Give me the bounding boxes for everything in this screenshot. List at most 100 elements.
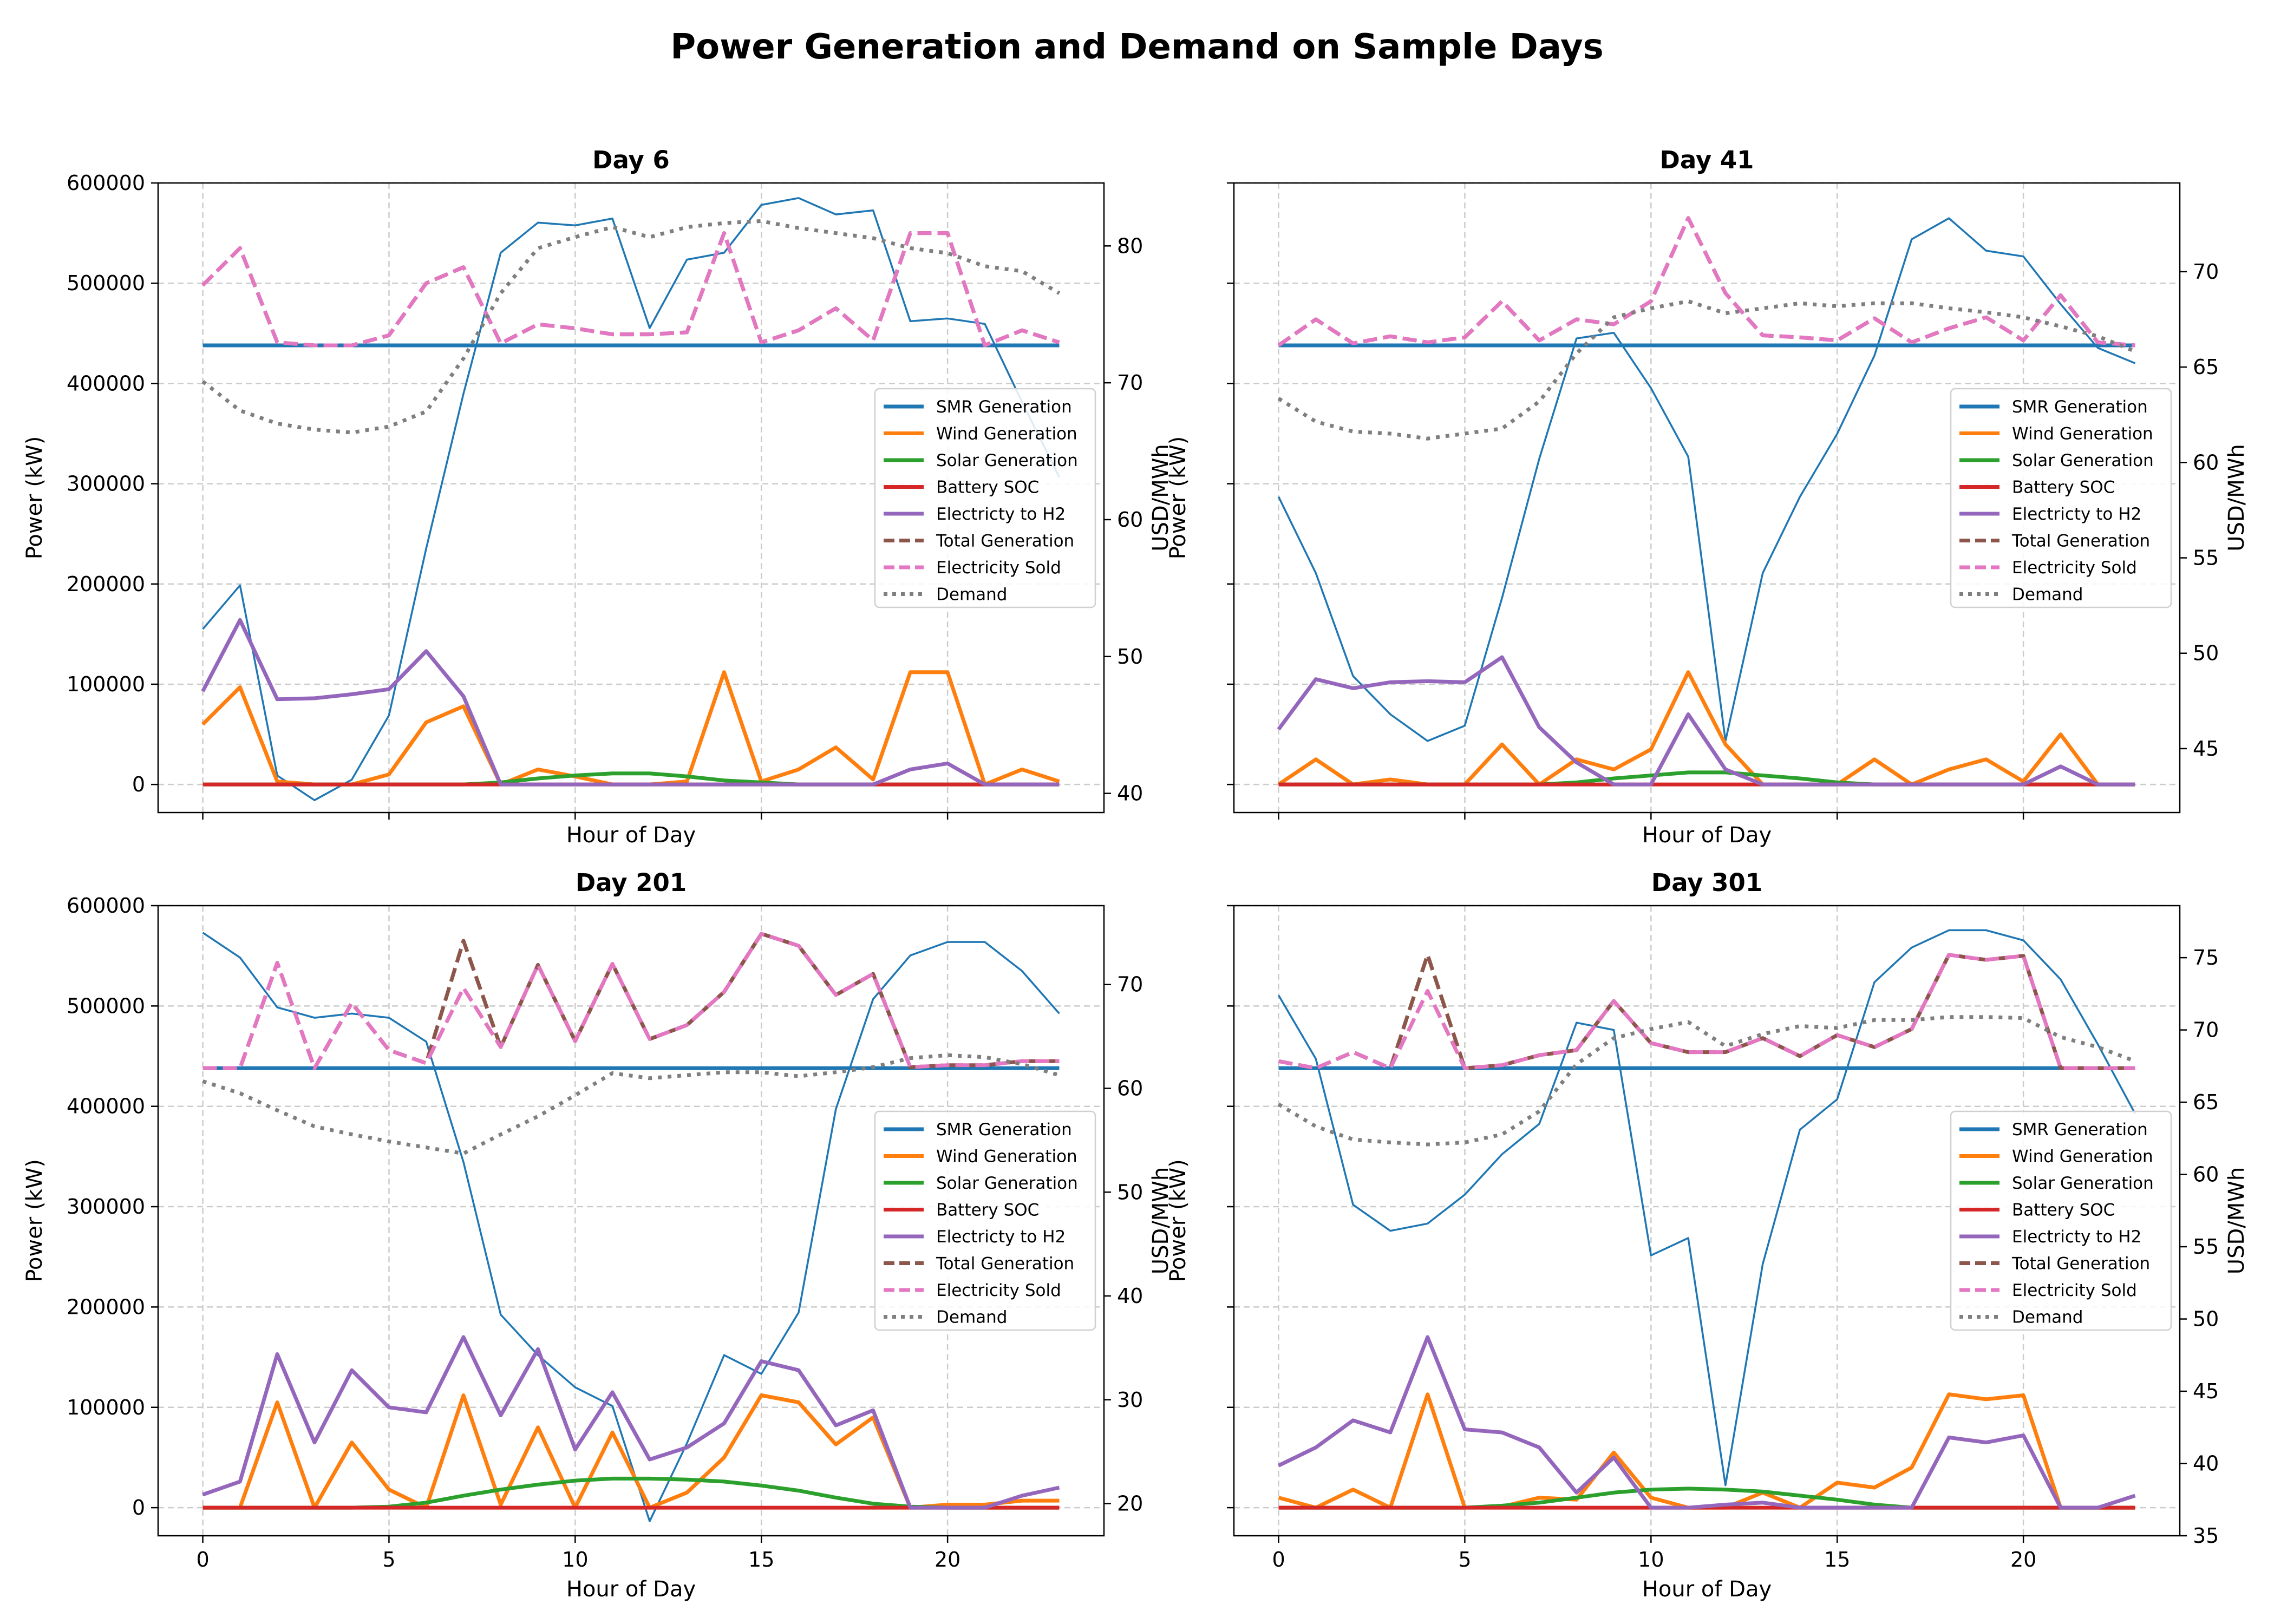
legend-label-total: Total Generation xyxy=(2011,1254,2150,1274)
legend-label-solar: Solar Generation xyxy=(2012,1174,2154,1193)
h2-line xyxy=(1277,1335,2136,1510)
y2-tick-label: 30 xyxy=(1117,1388,1143,1412)
legend-label-smr: SMR Generation xyxy=(936,397,1072,417)
y2-tick-label: 40 xyxy=(1117,782,1143,806)
y2-tick-label: 20 xyxy=(1117,1492,1143,1516)
x-axis xyxy=(1278,813,2024,820)
legend-box xyxy=(1950,388,2172,608)
legend-label-total: Total Generation xyxy=(2011,532,2150,551)
x-tick-label: 15 xyxy=(748,1548,774,1571)
y-tick-label: 100000 xyxy=(67,1396,145,1419)
x-tick-label: 5 xyxy=(382,1548,395,1571)
price-line xyxy=(1277,217,2136,742)
y-axis xyxy=(1227,182,1234,785)
x-axis-label: Hour of Day xyxy=(1642,823,1772,848)
chart-panel-4: 0 5 10 15 20 35 40 45 50 55 60 65 70 75 Day 301 Hour of… xyxy=(1166,868,2249,1602)
y-axis-label: Power (kW) xyxy=(1166,436,1191,560)
legend-label-solar: Solar Generation xyxy=(2012,451,2154,470)
legend-label-h2: Electricty to H2 xyxy=(2012,505,2141,524)
x-axis: 0 5 10 15 20 xyxy=(196,1536,960,1571)
y2-tick-label: 50 xyxy=(1117,645,1143,669)
y2-tick-label: 70 xyxy=(1117,371,1143,395)
y-axis: 0 100000 200000 300000 400000 500000 600000 xyxy=(67,894,158,1520)
x-axis: 0 5 10 15 20 xyxy=(1272,1536,2036,1571)
legend-label-battery: Battery SOC xyxy=(936,1201,1039,1220)
y-axis-label: Power (kW) xyxy=(1166,1159,1191,1282)
y2-tick-label: 65 xyxy=(2193,355,2219,379)
legend-label-smr: SMR Generation xyxy=(2012,397,2148,417)
plot-frame xyxy=(157,182,1105,814)
y-tick-label: 0 xyxy=(132,1496,145,1520)
sold-line xyxy=(201,231,1060,348)
x-tick-label: 20 xyxy=(935,1548,960,1571)
sold-line xyxy=(202,932,1060,1070)
figure-title: Power Generation and Demand on Sample Da… xyxy=(670,27,1604,67)
legend: SMR Generation Wind Generation Solar Gener… xyxy=(874,1110,1096,1331)
series-lines xyxy=(1277,216,2136,787)
legend-label-wind: Wind Generation xyxy=(2012,424,2153,444)
legend-label-solar: Solar Generation xyxy=(936,451,1078,470)
series-lines xyxy=(201,197,1061,801)
x-tick-label: 15 xyxy=(1824,1548,1850,1571)
panel-title: Day 201 xyxy=(576,868,687,897)
chart-panel-1: 0 100000 200000 300000 400000 500000 600000 40 5… xyxy=(22,146,1173,848)
legend-label-sold: Electricity Sold xyxy=(936,1281,1061,1300)
y2-tick-label: 60 xyxy=(1117,508,1143,532)
panel-title: Day 41 xyxy=(1660,146,1754,174)
y2-tick-label: 50 xyxy=(1117,1180,1143,1204)
y-tick-label: 100000 xyxy=(67,672,145,696)
y-axis xyxy=(1227,905,1234,1509)
legend-label-total: Total Generation xyxy=(936,1254,1074,1274)
legend-label-wind: Wind Generation xyxy=(936,424,1077,444)
legend-label-battery: Battery SOC xyxy=(2012,478,2115,497)
legend-label-sold: Electricity Sold xyxy=(2012,1281,2137,1300)
y-tick-label: 500000 xyxy=(67,271,145,295)
legend-label-smr: SMR Generation xyxy=(936,1120,1072,1140)
legend-label-demand: Demand xyxy=(936,1308,1007,1327)
y2-tick-label: 50 xyxy=(2193,1307,2219,1331)
x-tick-label: 0 xyxy=(196,1548,209,1571)
y2-tick-label: 70 xyxy=(2193,1018,2219,1042)
y-tick-label: 200000 xyxy=(67,572,145,596)
legend-box xyxy=(874,388,1096,608)
legend-label-h2: Electricty to H2 xyxy=(936,1227,1066,1247)
sold-line xyxy=(1278,953,2135,1070)
chart-panels: 0 100000 200000 300000 400000 500000 600000 40 5… xyxy=(22,146,2249,1602)
y2-axis: 20 30 40 50 60 70 xyxy=(1104,973,1143,1516)
y2-tick-label: 60 xyxy=(1117,1077,1143,1101)
x-tick-label: 0 xyxy=(1272,1548,1285,1571)
legend-label-total: Total Generation xyxy=(936,532,1074,551)
y2-tick-label: 35 xyxy=(2193,1524,2219,1548)
h2-line xyxy=(1277,655,2135,787)
legend-label-wind: Wind Generation xyxy=(936,1147,1077,1167)
y2-tick-label: 50 xyxy=(2193,641,2219,665)
y-tick-label: 300000 xyxy=(67,1195,145,1219)
x-axis-label: Hour of Day xyxy=(566,823,696,848)
y-tick-label: 600000 xyxy=(67,894,145,918)
y-tick-label: 300000 xyxy=(67,472,145,496)
legend-label-smr: SMR Generation xyxy=(2012,1120,2148,1140)
series-lines xyxy=(202,932,1060,1522)
legend-label-demand: Demand xyxy=(936,585,1007,605)
legend-box xyxy=(874,1110,1096,1331)
y2-tick-label: 55 xyxy=(2193,1235,2219,1259)
y2-axis: 45 50 55 60 65 70 xyxy=(2180,260,2219,761)
y2-tick-label: 55 xyxy=(2193,546,2219,570)
legend-label-wind: Wind Generation xyxy=(2012,1147,2153,1167)
y2-axis-label: USD/MWh xyxy=(2224,444,2249,551)
x-tick-label: 20 xyxy=(2010,1548,2036,1571)
panel-title: Day 6 xyxy=(592,146,670,174)
x-axis-label: Hour of Day xyxy=(566,1577,696,1602)
series-lines xyxy=(1277,929,2136,1510)
legend-label-solar: Solar Generation xyxy=(936,1174,1078,1193)
y-tick-label: 400000 xyxy=(67,1095,145,1118)
legend-label-battery: Battery SOC xyxy=(936,478,1039,497)
y2-tick-label: 80 xyxy=(1117,234,1143,258)
sold-line xyxy=(1277,216,2135,348)
y2-tick-label: 65 xyxy=(2193,1090,2219,1114)
y-tick-label: 200000 xyxy=(67,1295,145,1319)
h2-line xyxy=(201,618,1060,787)
y2-axis-label: USD/MWh xyxy=(2224,1167,2249,1274)
x-tick-label: 10 xyxy=(1638,1548,1664,1571)
